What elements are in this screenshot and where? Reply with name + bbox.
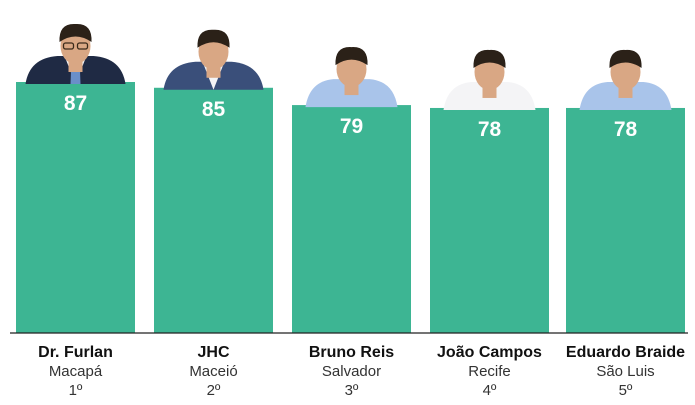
candidate-rank-1: 1º [69, 382, 83, 399]
bar-3 [292, 105, 411, 333]
portrait-1 [25, 23, 126, 84]
candidate-city-4: Recife [468, 363, 511, 380]
portrait-glasses-right [76, 42, 89, 50]
value-label-3: 79 [340, 115, 363, 138]
candidate-rank-4: 4º [483, 382, 497, 399]
portrait-4 [443, 49, 536, 110]
portrait-hair [197, 29, 230, 48]
candidate-rank-5: 5º [619, 382, 633, 399]
bar-4 [430, 107, 549, 333]
portrait-3 [305, 47, 398, 108]
candidate-rank-3: 3º [345, 382, 359, 399]
bar-1 [16, 82, 135, 333]
value-label-4: 78 [478, 118, 502, 141]
portrait-hair [609, 49, 642, 68]
portrait-hair [59, 23, 92, 42]
candidate-name-5: Eduardo Braide [566, 344, 685, 361]
value-label-2: 85 [202, 98, 226, 121]
bar-5 [566, 107, 685, 333]
bar-2 [154, 87, 273, 334]
portrait-glasses-left [62, 42, 75, 50]
candidate-city-5: São Luis [596, 363, 654, 380]
candidate-city-3: Salvador [322, 363, 381, 380]
bars-group [16, 82, 685, 334]
value-labels-group: 87 85 79 78 78 [64, 92, 638, 141]
value-label-5: 78 [614, 118, 638, 141]
candidate-name-1: Dr. Furlan [38, 344, 113, 361]
candidate-name-4: João Campos [437, 344, 542, 361]
candidate-rank-2: 2º [207, 382, 221, 399]
candidate-city-2: Maceió [189, 363, 237, 380]
portraits-group [25, 23, 672, 110]
portrait-5 [579, 49, 672, 110]
candidate-city-1: Macapá [49, 363, 103, 380]
candidate-name-3: Bruno Reis [309, 344, 394, 361]
candidate-name-2: JHC [197, 344, 229, 361]
portrait-2 [163, 29, 264, 90]
portrait-hair [335, 47, 368, 66]
portrait-hair [473, 49, 506, 68]
category-labels-group: Dr. Furlan Macapá 1º JHC Maceió 2º Bruno Reis S… [38, 344, 685, 399]
value-label-1: 87 [64, 92, 87, 115]
